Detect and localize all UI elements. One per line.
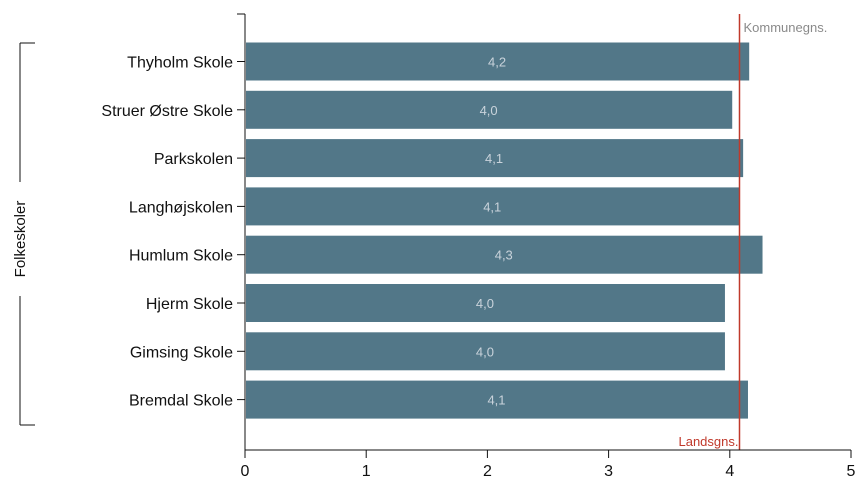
- axes: Thyholm Skole Struer Østre Skole Parkskole…: [101, 13, 856, 480]
- x-tick-label: 5: [847, 463, 856, 480]
- x-tick-label: 0: [241, 463, 250, 480]
- x-tick-label: 1: [362, 463, 371, 480]
- bar: [246, 139, 744, 178]
- bar: [246, 332, 725, 371]
- category-label: Hjerm Skole: [146, 296, 233, 313]
- group-bracket: [19, 42, 35, 426]
- category-label: Langhøjskolen: [129, 199, 233, 216]
- bar-value-label: 4,0: [480, 103, 498, 118]
- bar: [246, 187, 740, 226]
- bar-value-label: 4,1: [485, 151, 503, 166]
- category-label: Humlum Skole: [129, 248, 233, 265]
- bar-value-label: 4,1: [487, 393, 505, 408]
- bar: [246, 42, 750, 81]
- bars: 4,2 4,0 4,1 4,1 4,3 4,0 4,0 4,1: [246, 42, 763, 419]
- group-label: Folkeskoler: [12, 201, 29, 278]
- bar-value-label: 4,0: [476, 344, 494, 359]
- bar: [246, 284, 725, 322]
- category-label: Bremdal Skole: [129, 393, 233, 410]
- lands-average-label: Landsgns.: [678, 434, 738, 449]
- bar-value-label: 4,2: [488, 55, 506, 70]
- category-label: Struer Østre Skole: [101, 103, 233, 120]
- kommune-average-label: Kommunegns.: [743, 20, 827, 35]
- bar-value-label: 4,1: [483, 199, 501, 214]
- x-tick-label: 3: [604, 463, 613, 480]
- category-label: Thyholm Skole: [127, 55, 233, 72]
- bar: [246, 380, 748, 419]
- x-tick-label: 2: [483, 463, 492, 480]
- bar: [246, 90, 733, 129]
- category-label: Parkskolen: [154, 151, 233, 168]
- bar-value-label: 4,3: [495, 248, 513, 263]
- category-label: Gimsing Skole: [130, 344, 233, 361]
- bar: [246, 235, 763, 274]
- x-tick-label: 4: [725, 463, 734, 480]
- bar-value-label: 4,0: [476, 296, 494, 311]
